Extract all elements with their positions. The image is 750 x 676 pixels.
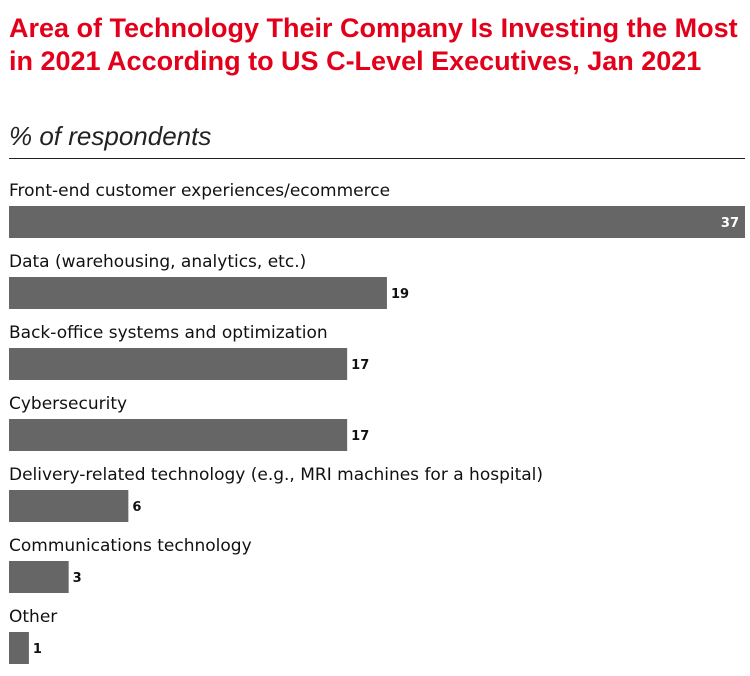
- category-label: Cybersecurity: [9, 394, 127, 414]
- bar: [9, 632, 29, 664]
- category-label: Back-office systems and optimization: [9, 323, 328, 343]
- category-label: Delivery-related technology (e.g., MRI m…: [9, 465, 543, 485]
- value-label: 17: [351, 358, 369, 373]
- category-label: Data (warehousing, analytics, etc.): [9, 252, 306, 272]
- bar: [9, 490, 129, 522]
- category-label: Front-end customer experiences/ecommerce: [9, 181, 390, 201]
- category-label: Communications technology: [9, 536, 252, 556]
- value-label: 6: [132, 500, 141, 515]
- chart-title: Area of Technology Their Company Is Inve…: [9, 13, 738, 76]
- value-label: 1: [33, 642, 42, 657]
- value-label: 17: [351, 429, 369, 444]
- value-label: 3: [73, 571, 82, 586]
- chart-subtitle: % of respondents: [9, 121, 212, 151]
- title-divider: [9, 158, 745, 159]
- bar: [9, 277, 387, 309]
- value-label: 37: [721, 216, 739, 231]
- bar: [9, 348, 348, 380]
- bar: [9, 419, 348, 451]
- bar: [9, 206, 745, 238]
- bar: [9, 561, 69, 593]
- value-label: 19: [391, 287, 409, 302]
- category-label: Other: [9, 607, 57, 627]
